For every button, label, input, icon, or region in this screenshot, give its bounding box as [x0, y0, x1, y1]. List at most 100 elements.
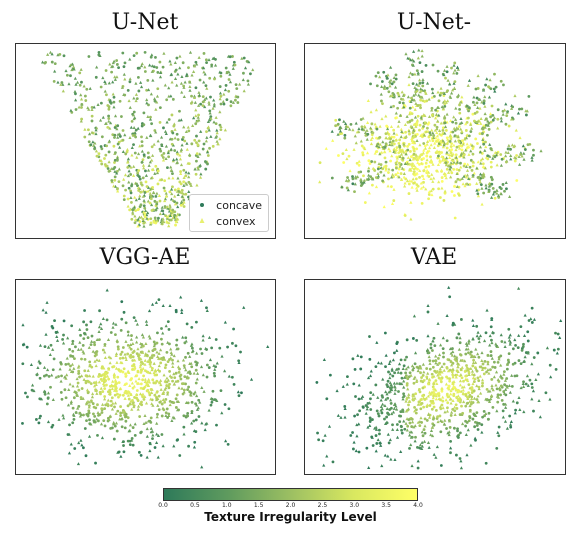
scatter-point-convex [90, 130, 94, 134]
scatter-point-convex [174, 379, 178, 383]
scatter-point-concave [426, 122, 430, 126]
scatter-point-convex [448, 347, 452, 351]
scatter-point-convex [200, 421, 204, 425]
scatter-point-concave [428, 404, 432, 407]
scatter-point-convex [75, 377, 79, 381]
scatter-point-concave [369, 82, 372, 86]
scatter-point-convex [396, 370, 400, 374]
scatter-point-convex [538, 415, 542, 419]
scatter-point-convex [116, 450, 120, 454]
scatter-point-concave [83, 135, 87, 139]
scatter-point-concave [421, 99, 425, 103]
scatter-point-convex [159, 348, 163, 352]
scatter-point-convex [93, 359, 97, 363]
scatter-point-concave [194, 86, 198, 90]
scatter-point-convex [499, 119, 504, 123]
scatter-point-concave [165, 351, 169, 354]
scatter-point-convex [126, 370, 131, 374]
scatter-point-convex [382, 164, 386, 168]
scatter-point-concave [359, 184, 363, 188]
scatter-point-convex [237, 361, 241, 365]
scatter-point-concave [443, 104, 447, 108]
scatter-point-concave [429, 160, 432, 164]
scatter-point-concave [489, 147, 493, 150]
scatter-point-convex [133, 195, 137, 199]
scatter-point-convex [430, 128, 434, 132]
scatter-point-convex [445, 409, 450, 413]
scatter-point-concave [142, 111, 146, 115]
scatter-point-convex [451, 398, 455, 402]
scatter-point-concave [392, 128, 396, 132]
scatter-point-concave [484, 123, 488, 127]
scatter-point-concave [484, 140, 487, 144]
scatter-point-concave [157, 216, 160, 220]
scatter-point-concave [182, 425, 186, 429]
scatter-point-convex [175, 399, 179, 403]
scatter-point-convex [447, 433, 451, 437]
scatter-point-concave [149, 197, 153, 201]
scatter-point-concave [160, 433, 164, 436]
scatter-point-convex [453, 405, 457, 409]
scatter-point-convex [141, 335, 146, 339]
scatter-point-concave [476, 376, 480, 380]
scatter-point-convex [82, 377, 86, 381]
scatter-point-convex [21, 323, 25, 327]
scatter-point-convex [392, 381, 396, 385]
scatter-point-convex [115, 338, 119, 342]
scatter-point-convex [526, 383, 530, 387]
scatter-point-convex [424, 129, 428, 133]
scatter-point-concave [52, 357, 56, 361]
scatter-point-concave [424, 165, 428, 169]
scatter-point-convex [374, 449, 378, 453]
scatter-point-concave [450, 148, 453, 152]
scatter-point-convex [507, 335, 511, 339]
scatter-point-concave [54, 331, 58, 334]
scatter-point-convex [416, 56, 420, 60]
scatter-point-convex [222, 92, 226, 96]
scatter-point-convex [129, 399, 133, 403]
scatter-point-convex [180, 194, 184, 198]
scatter-point-concave [80, 117, 84, 121]
scatter-point-concave [465, 421, 469, 424]
scatter-point-concave [376, 412, 380, 416]
scatter-point-concave [499, 354, 503, 358]
scatter-point-concave [167, 386, 171, 390]
scatter-point-convex [446, 431, 450, 435]
scatter-point-convex [490, 393, 494, 397]
scatter-point-convex [240, 56, 244, 60]
scatter-point-concave [104, 153, 108, 157]
scatter-point-convex [155, 191, 159, 195]
scatter-point-convex [137, 196, 141, 200]
scatter-point-convex [218, 137, 222, 141]
scatter-point-convex [392, 406, 396, 410]
scatter-point-convex [143, 358, 147, 362]
scatter-point-concave [166, 166, 169, 170]
scatter-point-concave [532, 356, 536, 359]
scatter-point-convex [398, 113, 402, 117]
scatter-point-convex [161, 217, 165, 221]
scatter-point-concave [497, 434, 501, 438]
scatter-point-concave [458, 178, 462, 182]
scatter-point-concave [334, 118, 338, 122]
scatter-point-concave [38, 361, 42, 365]
scatter-point-convex [165, 120, 169, 124]
scatter-point-concave [353, 368, 357, 371]
scatter-point-concave [51, 423, 55, 427]
scatter-point-concave [136, 174, 140, 177]
scatter-point-concave [237, 394, 241, 398]
scatter-point-concave [499, 384, 503, 388]
scatter-point-convex [102, 375, 106, 379]
legend-label-concave: concave [216, 198, 262, 212]
scatter-point-convex [112, 105, 116, 109]
scatter-point-concave [133, 133, 137, 137]
scatter-point-convex [165, 220, 170, 224]
scatter-point-concave [415, 69, 419, 73]
scatter-point-concave [145, 389, 149, 393]
scatter-point-convex [173, 202, 178, 206]
scatter-point-concave [195, 152, 199, 156]
scatter-point-concave [132, 143, 135, 147]
scatter-point-convex [266, 345, 270, 349]
scatter-point-convex [494, 383, 498, 387]
scatter-point-convex [156, 354, 160, 358]
scatter-point-convex [393, 85, 398, 89]
